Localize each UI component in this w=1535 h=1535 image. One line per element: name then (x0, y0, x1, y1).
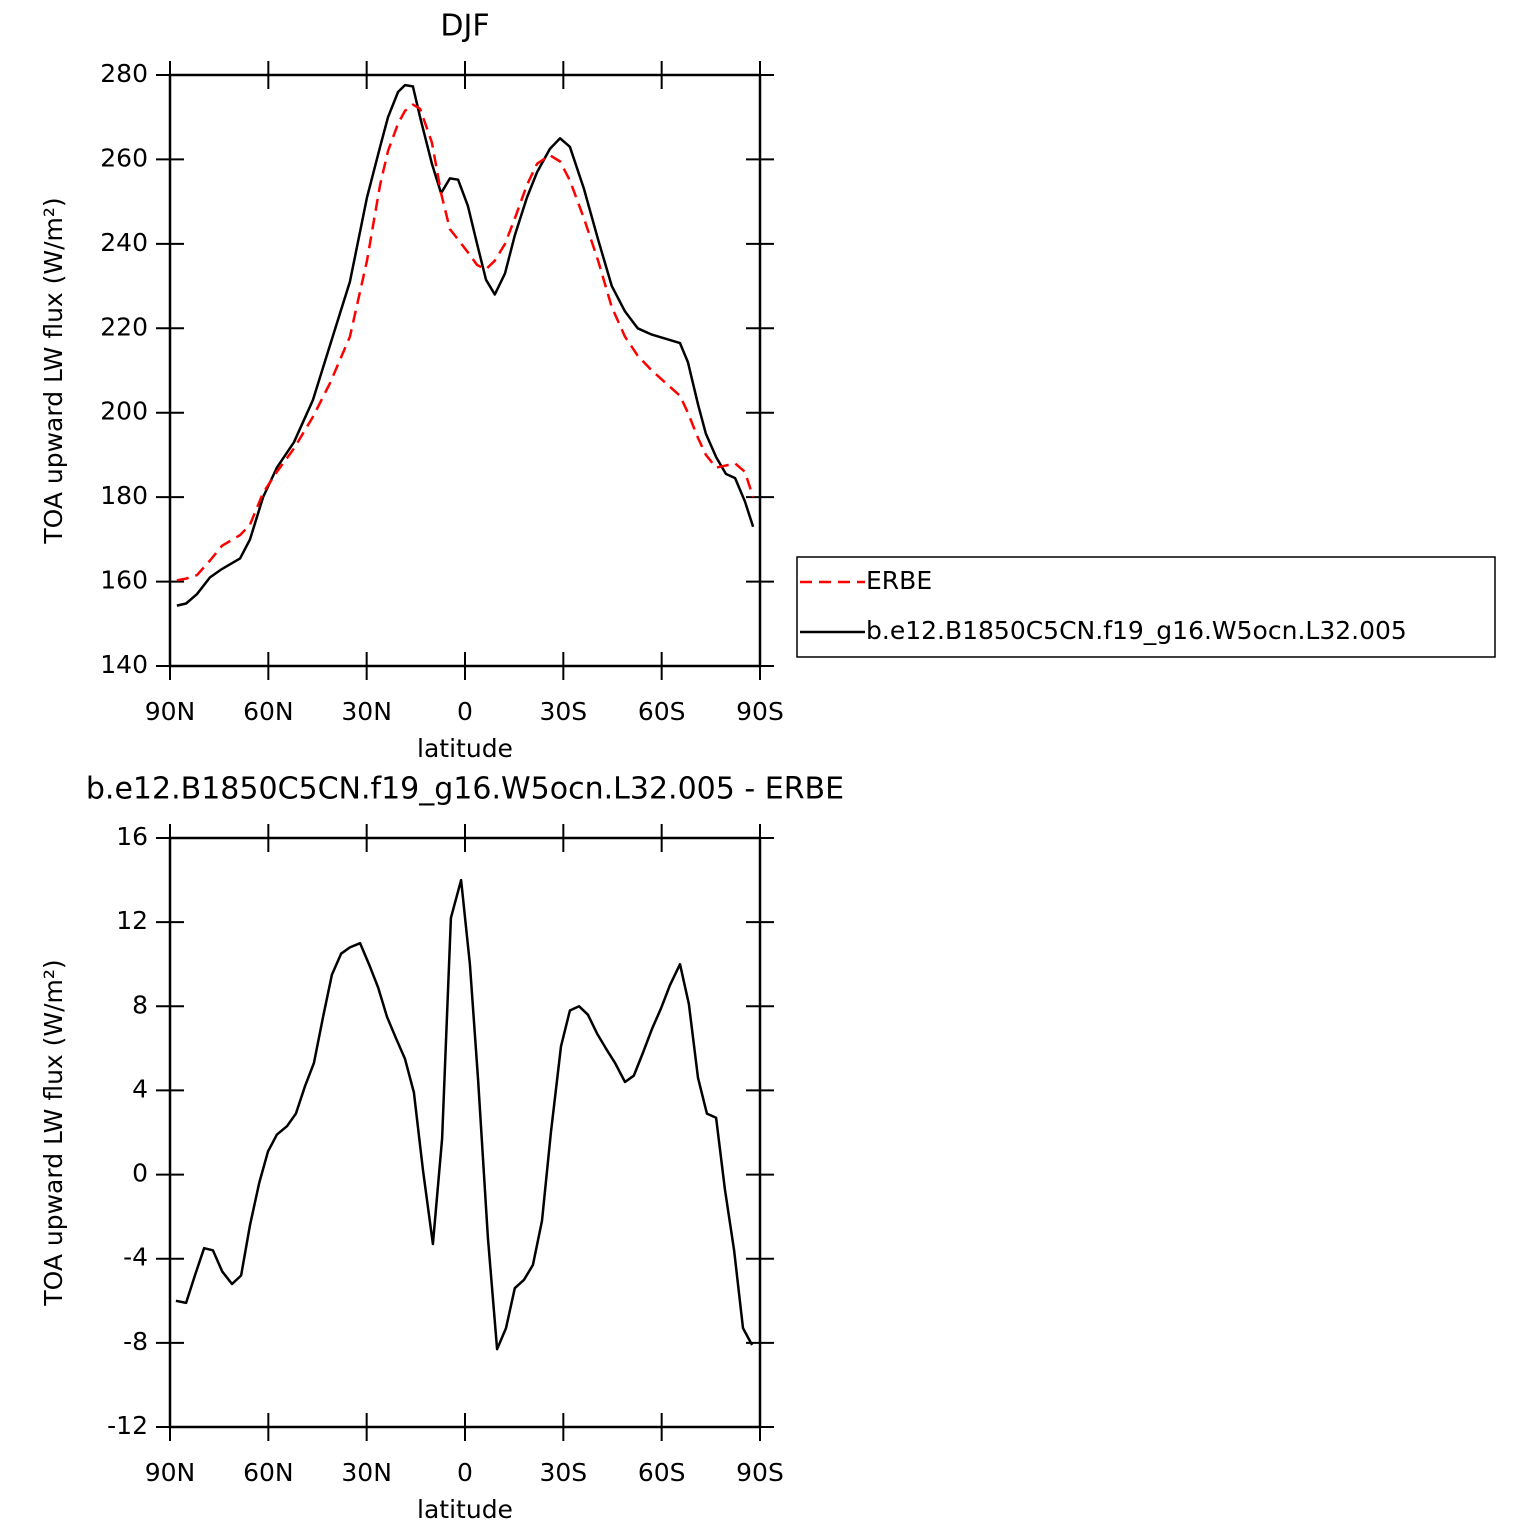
y-tick-label: -12 (107, 1411, 148, 1440)
y-tick-label: 200 (100, 397, 148, 426)
legend-label: b.e12.B1850C5CN.f19_g16.W5ocn.L32.005 (866, 616, 1407, 645)
x-tick-label: 30N (341, 1458, 392, 1487)
y-tick-label: 8 (132, 990, 148, 1019)
data-line (176, 83, 755, 607)
y-tick-label: 180 (100, 481, 148, 510)
plot-frame (168, 73, 762, 668)
y-tick-label: 140 (100, 650, 148, 679)
chart-title: b.e12.B1850C5CN.f19_g16.W5ocn.L32.005 - … (86, 772, 844, 807)
y-tick-label: 4 (132, 1074, 148, 1103)
y-tick-label: 240 (100, 228, 148, 257)
x-tick-label: 30S (539, 697, 587, 726)
y-tick-label: 260 (100, 143, 148, 172)
y-tick-label: 16 (116, 822, 148, 851)
x-tick-label: 60S (638, 1458, 686, 1487)
x-tick-label: 30N (341, 697, 392, 726)
y-tick-label: 0 (132, 1159, 148, 1188)
x-tick-label: 90N (145, 697, 196, 726)
y-tick-label: -8 (123, 1327, 148, 1356)
data-line (176, 103, 755, 582)
y-tick-label: 12 (116, 906, 148, 935)
x-tick-label: 60N (243, 1458, 294, 1487)
data-line (175, 878, 754, 1351)
legend-box (796, 556, 1496, 658)
x-tick-label: 60N (243, 697, 294, 726)
y-axis-label: TOA upward LW flux (W/m²) (39, 197, 68, 544)
x-tick-label: 90S (736, 697, 784, 726)
y-tick-label: -4 (123, 1243, 148, 1272)
y-tick-label: 160 (100, 566, 148, 595)
plot-frame (168, 836, 762, 1429)
x-axis-label: latitude (417, 1495, 513, 1524)
y-tick-label: 280 (100, 59, 148, 88)
y-axis-label: TOA upward LW flux (W/m²) (39, 959, 68, 1306)
y-tick-label: 220 (100, 312, 148, 341)
x-tick-label: 30S (539, 1458, 587, 1487)
x-tick-label: 60S (638, 697, 686, 726)
x-tick-label: 0 (457, 1458, 473, 1487)
legend-label: ERBE (866, 566, 932, 595)
x-axis-label: latitude (417, 734, 513, 763)
x-tick-label: 90S (736, 1458, 784, 1487)
x-tick-label: 90N (145, 1458, 196, 1487)
x-tick-label: 0 (457, 697, 473, 726)
chart-title: DJF (440, 9, 489, 44)
